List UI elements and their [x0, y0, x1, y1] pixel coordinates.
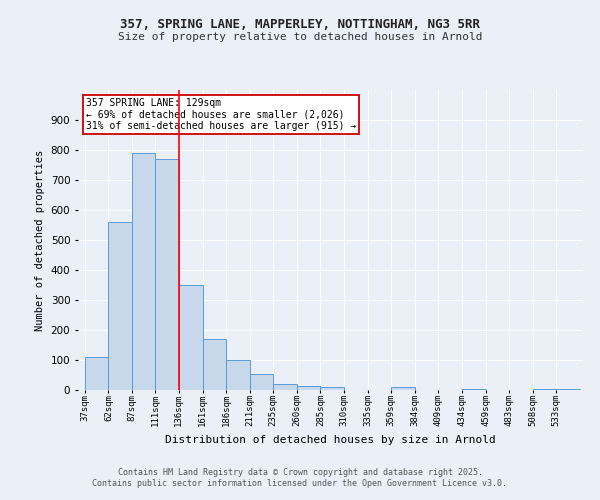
Bar — [155, 159, 179, 390]
Text: 357, SPRING LANE, MAPPERLEY, NOTTINGHAM, NG3 5RR: 357, SPRING LANE, MAPPERLEY, NOTTINGHAM,… — [120, 18, 480, 30]
Text: Size of property relative to detached houses in Arnold: Size of property relative to detached ho… — [118, 32, 482, 42]
Text: Contains HM Land Registry data © Crown copyright and database right 2025.
Contai: Contains HM Land Registry data © Crown c… — [92, 468, 508, 487]
Text: 357 SPRING LANE: 129sqm
← 69% of detached houses are smaller (2,026)
31% of semi: 357 SPRING LANE: 129sqm ← 69% of detache… — [86, 98, 356, 130]
X-axis label: Distribution of detached houses by size in Arnold: Distribution of detached houses by size … — [164, 434, 496, 445]
Bar — [320, 387, 344, 390]
Bar — [132, 153, 155, 390]
Bar — [462, 388, 486, 390]
Bar — [556, 388, 580, 390]
Bar — [203, 339, 226, 390]
Bar — [226, 360, 250, 390]
Bar — [297, 386, 320, 390]
Bar — [250, 374, 273, 390]
Bar — [85, 357, 109, 390]
Bar — [391, 387, 415, 390]
Bar — [533, 388, 556, 390]
Y-axis label: Number of detached properties: Number of detached properties — [35, 150, 45, 330]
Bar — [109, 222, 132, 390]
Bar — [273, 384, 297, 390]
Bar — [179, 285, 203, 390]
